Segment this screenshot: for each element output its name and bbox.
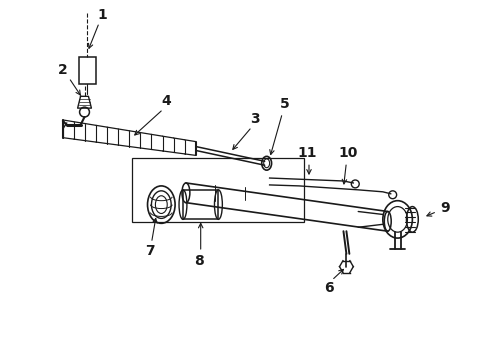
- Text: 11: 11: [297, 147, 317, 161]
- Bar: [132, 158, 304, 222]
- Text: 7: 7: [145, 244, 154, 258]
- Text: 5: 5: [279, 97, 289, 111]
- Text: 4: 4: [161, 94, 171, 108]
- Bar: [78, 57, 97, 85]
- Text: 6: 6: [324, 281, 334, 295]
- Text: 8: 8: [194, 254, 204, 268]
- Text: 9: 9: [440, 201, 450, 215]
- Text: 1: 1: [98, 8, 107, 22]
- Text: 2: 2: [58, 63, 68, 77]
- Text: 10: 10: [339, 147, 358, 161]
- Text: 3: 3: [250, 112, 260, 126]
- Bar: [183, 190, 219, 219]
